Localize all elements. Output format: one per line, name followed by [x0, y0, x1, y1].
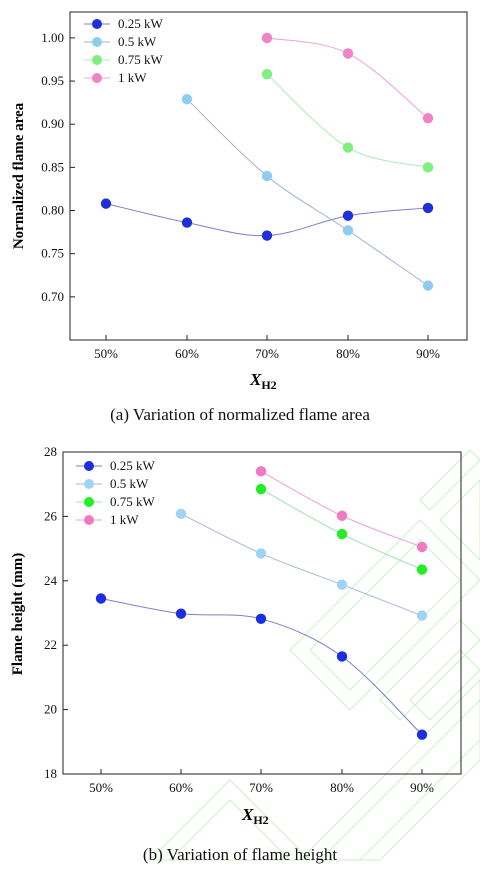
x-tick-label: 70% — [249, 780, 273, 795]
x-tick-label: 80% — [330, 780, 354, 795]
plot-frame — [69, 11, 468, 341]
data-point-0-5-kw — [342, 225, 354, 236]
data-point-1-kw — [342, 48, 354, 59]
y-tick-label: 24 — [44, 573, 58, 588]
data-point-0-5-kw — [181, 93, 193, 105]
series-group — [100, 32, 434, 291]
data-point-0-25-kw — [416, 729, 428, 740]
data-point-0-75-kw — [342, 142, 354, 153]
legend-label-0-75-kw: 0.75 kW — [110, 494, 156, 509]
legend-label-0-75-kw: 0.75 kW — [118, 52, 164, 67]
legend-marker-0-75-kw — [84, 497, 94, 507]
data-point-0-25-kw — [181, 217, 193, 228]
data-point-0-25-kw — [100, 198, 112, 209]
data-point-0-25-kw — [336, 651, 348, 662]
data-point-1-kw — [261, 32, 273, 44]
y-tick-label: 0.85 — [41, 159, 64, 174]
legend-label-1-kw: 1 kW — [110, 512, 139, 527]
data-point-0-5-kw — [422, 280, 434, 291]
x-tick-label: 90% — [410, 780, 434, 795]
x-tick-label: 60% — [175, 346, 199, 361]
x-axis-title-subscript: H2 — [261, 378, 276, 392]
data-point-0-25-kw — [261, 230, 273, 241]
data-point-0-75-kw — [416, 564, 428, 575]
legend: 0.25 kW 0.5 kW 0.75 kW 1 kW — [76, 458, 156, 527]
legend-marker-0-5-kw — [84, 479, 94, 489]
series-group — [95, 466, 428, 740]
caption-b: (b) Variation of flame height — [143, 845, 337, 864]
x-tick-label: 50% — [94, 346, 118, 361]
data-point-1-kw — [255, 466, 267, 477]
y-tick-label: 0.95 — [41, 73, 64, 88]
legend-marker-0-75-kw — [92, 55, 102, 65]
y-tick-label: 1.00 — [41, 30, 64, 45]
y-tick-label: 0.75 — [41, 246, 64, 261]
x-axis-title-main: X — [249, 370, 262, 389]
legend-label-1-kw: 1 kW — [118, 70, 147, 85]
data-point-0-5-kw — [336, 579, 348, 590]
x-axis-title-subscript: H2 — [253, 813, 268, 827]
series-line-0-5-kw — [180, 513, 423, 617]
data-point-0-5-kw — [416, 610, 428, 621]
y-axis-title: Normalized flame area — [11, 102, 27, 249]
x-axis-title-main: X — [241, 805, 254, 824]
x-tick-label: 90% — [416, 346, 440, 361]
y-axis-title: Flame height (mm) — [10, 553, 26, 675]
legend-marker-1-kw — [92, 73, 102, 83]
data-point-0-75-kw — [422, 162, 434, 173]
data-point-1-kw — [422, 112, 434, 124]
data-point-0-75-kw — [336, 528, 348, 540]
data-point-1-kw — [336, 510, 348, 521]
y-tick-label: 26 — [44, 508, 58, 523]
legend-label-0-25-kw: 0.25 kW — [110, 458, 156, 473]
y-axis-ticks: 18 20 22 24 26 28 — [44, 444, 68, 781]
x-tick-label: 80% — [336, 346, 360, 361]
x-tick-label: 70% — [255, 346, 279, 361]
data-point-0-5-kw — [261, 170, 273, 182]
legend-label-0-5-kw: 0.5 kW — [110, 476, 149, 491]
x-tick-label: 60% — [169, 780, 193, 795]
series-line-0-75-kw — [266, 73, 429, 168]
plot-frame — [62, 451, 462, 775]
legend-label-0-5-kw: 0.5 kW — [118, 34, 157, 49]
y-tick-label: 20 — [44, 702, 57, 717]
data-point-0-25-kw — [422, 202, 434, 214]
data-point-0-75-kw — [261, 68, 273, 80]
data-point-0-5-kw — [255, 548, 267, 559]
watermark-pattern — [148, 449, 480, 861]
x-axis-ticks: 50% 60% 70% 80% 90% — [94, 335, 440, 361]
y-tick-label: 0.70 — [41, 289, 64, 304]
data-point-0-5-kw — [175, 508, 187, 520]
x-axis-title: XH2 — [249, 370, 277, 392]
legend-marker-0-25-kw — [92, 19, 102, 29]
y-tick-label: 22 — [44, 637, 57, 652]
chart-normalized-flame-area: 0.70 0.75 0.80 0.85 0.90 0.95 1.00 50% 60% 70% 80… — [11, 11, 468, 424]
data-point-0-75-kw — [255, 483, 267, 495]
x-axis-title: XH2 — [241, 805, 269, 827]
y-tick-label: 18 — [44, 766, 57, 781]
data-point-0-25-kw — [175, 608, 187, 619]
y-tick-label: 28 — [44, 444, 57, 459]
y-axis-ticks: 0.70 0.75 0.80 0.85 0.90 0.95 1.00 — [41, 30, 75, 304]
data-point-1-kw — [416, 541, 428, 553]
x-axis-ticks: 50% 60% 70% 80% 90% — [89, 769, 434, 795]
chart-flame-height: 18 20 22 24 26 28 50% 60% 70% 80% 90% 0.25 kW 0.5 … — [10, 444, 462, 864]
legend-marker-0-25-kw — [84, 461, 94, 471]
data-point-0-25-kw — [255, 613, 267, 624]
y-tick-label: 0.80 — [41, 203, 64, 218]
x-tick-label: 50% — [89, 780, 113, 795]
legend-marker-0-5-kw — [92, 37, 102, 47]
legend-label-0-25-kw: 0.25 kW — [118, 16, 164, 31]
data-point-0-25-kw — [342, 210, 354, 221]
series-line-0-5-kw — [186, 98, 429, 287]
legend-marker-1-kw — [84, 515, 94, 525]
legend: 0.25 kW 0.5 kW 0.75 kW 1 kW — [84, 16, 164, 85]
caption-a: (a) Variation of normalized flame area — [110, 405, 370, 424]
data-point-0-25-kw — [95, 593, 107, 604]
y-tick-label: 0.90 — [41, 116, 64, 131]
